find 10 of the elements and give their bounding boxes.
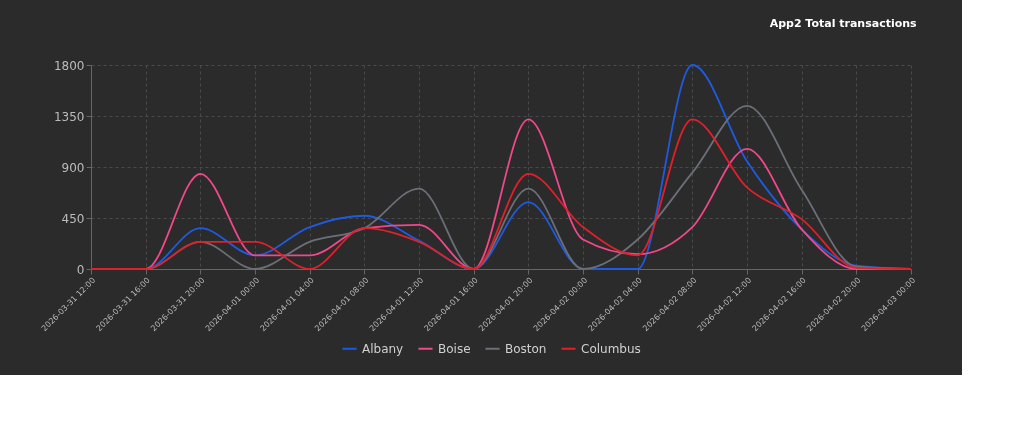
- y-tick-label: 1800: [53, 58, 85, 73]
- legend-label: Columbus: [581, 341, 641, 356]
- y-tick-label: 450: [61, 211, 85, 226]
- y-tick-label: 900: [61, 160, 85, 175]
- chart-title: App2 Total transactions: [769, 17, 918, 30]
- legend-label: Albany: [362, 341, 404, 356]
- legend-label: Boston: [505, 341, 547, 356]
- legend-label: Boise: [438, 341, 471, 356]
- y-tick-label: 0: [76, 262, 85, 277]
- y-tick-label: 1350: [53, 109, 85, 124]
